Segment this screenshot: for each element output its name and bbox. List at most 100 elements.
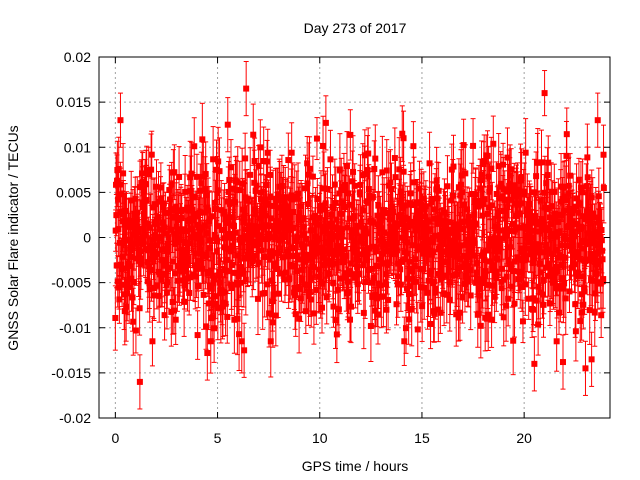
data-point [184, 204, 191, 211]
data-point [183, 227, 190, 234]
data-point [294, 252, 301, 259]
data-point [279, 254, 286, 261]
data-point [393, 301, 400, 308]
data-point [119, 281, 126, 288]
data-point [218, 226, 225, 233]
data-point [344, 278, 351, 285]
data-point [340, 256, 347, 263]
data-point [519, 318, 526, 325]
data-point [458, 219, 465, 226]
data-point [510, 268, 517, 275]
data-point [505, 295, 512, 302]
data-point [115, 226, 122, 233]
data-point [260, 205, 267, 212]
data-point [331, 224, 338, 231]
data-point [525, 295, 532, 302]
data-point [452, 221, 459, 228]
data-point [426, 271, 433, 278]
data-point [477, 322, 484, 329]
data-point [293, 237, 300, 244]
data-point [435, 187, 442, 194]
data-point [185, 207, 192, 214]
data-point [270, 291, 277, 298]
data-point [124, 278, 131, 285]
data-point [163, 230, 170, 237]
data-point [402, 325, 409, 332]
data-point [236, 187, 243, 194]
data-point [320, 142, 327, 149]
data-point [450, 163, 457, 170]
data-point [170, 258, 177, 265]
data-point [120, 240, 127, 247]
data-point [289, 245, 296, 252]
data-point [172, 316, 179, 323]
data-point [181, 282, 188, 289]
data-point [302, 185, 309, 192]
data-point [486, 188, 493, 195]
data-point [233, 187, 240, 194]
data-point [347, 131, 354, 138]
data-point [166, 196, 173, 203]
data-point [455, 314, 462, 321]
data-point [292, 311, 299, 318]
data-point [486, 258, 493, 265]
data-point [234, 179, 241, 186]
data-point [229, 261, 236, 268]
data-point [444, 259, 451, 266]
data-point [498, 180, 505, 187]
data-point [171, 230, 178, 237]
data-point [191, 143, 198, 150]
data-point [420, 240, 427, 247]
data-point [298, 203, 305, 210]
data-point [255, 232, 262, 239]
data-point [367, 322, 374, 329]
data-point [161, 224, 168, 231]
data-point [330, 303, 337, 310]
data-point [518, 245, 525, 252]
data-point [322, 200, 329, 207]
data-point [518, 174, 525, 181]
data-point [123, 303, 130, 310]
data-point [365, 266, 372, 273]
data-point [488, 282, 495, 289]
data-point [364, 250, 371, 257]
data-point [236, 331, 243, 338]
data-point [348, 303, 355, 310]
data-point [215, 223, 222, 230]
data-point [509, 187, 516, 194]
data-point [310, 310, 317, 317]
data-points [112, 61, 607, 410]
data-point [274, 265, 281, 272]
data-point [195, 257, 202, 264]
data-point [488, 316, 495, 323]
data-point [162, 262, 169, 269]
data-point [306, 251, 313, 258]
data-point [508, 196, 515, 203]
data-point [484, 210, 491, 217]
data-point [212, 293, 219, 300]
data-point [485, 311, 492, 318]
data-point [514, 189, 521, 196]
data-point [302, 251, 309, 258]
data-point [214, 238, 221, 245]
data-point [242, 276, 249, 283]
data-point [448, 237, 455, 244]
data-point [244, 196, 251, 203]
data-point [420, 266, 427, 273]
data-point [250, 223, 257, 230]
data-point [373, 263, 380, 270]
data-point [373, 295, 380, 302]
data-point [182, 239, 189, 246]
data-point [467, 292, 474, 299]
data-point [183, 246, 190, 253]
data-point [335, 306, 342, 313]
data-point [515, 201, 522, 208]
data-point [510, 337, 517, 344]
data-point [257, 196, 264, 203]
data-point [342, 184, 349, 191]
data-point [265, 235, 272, 242]
data-point [417, 284, 424, 291]
data-point [349, 245, 356, 252]
data-point [349, 271, 356, 278]
data-point [338, 249, 345, 256]
